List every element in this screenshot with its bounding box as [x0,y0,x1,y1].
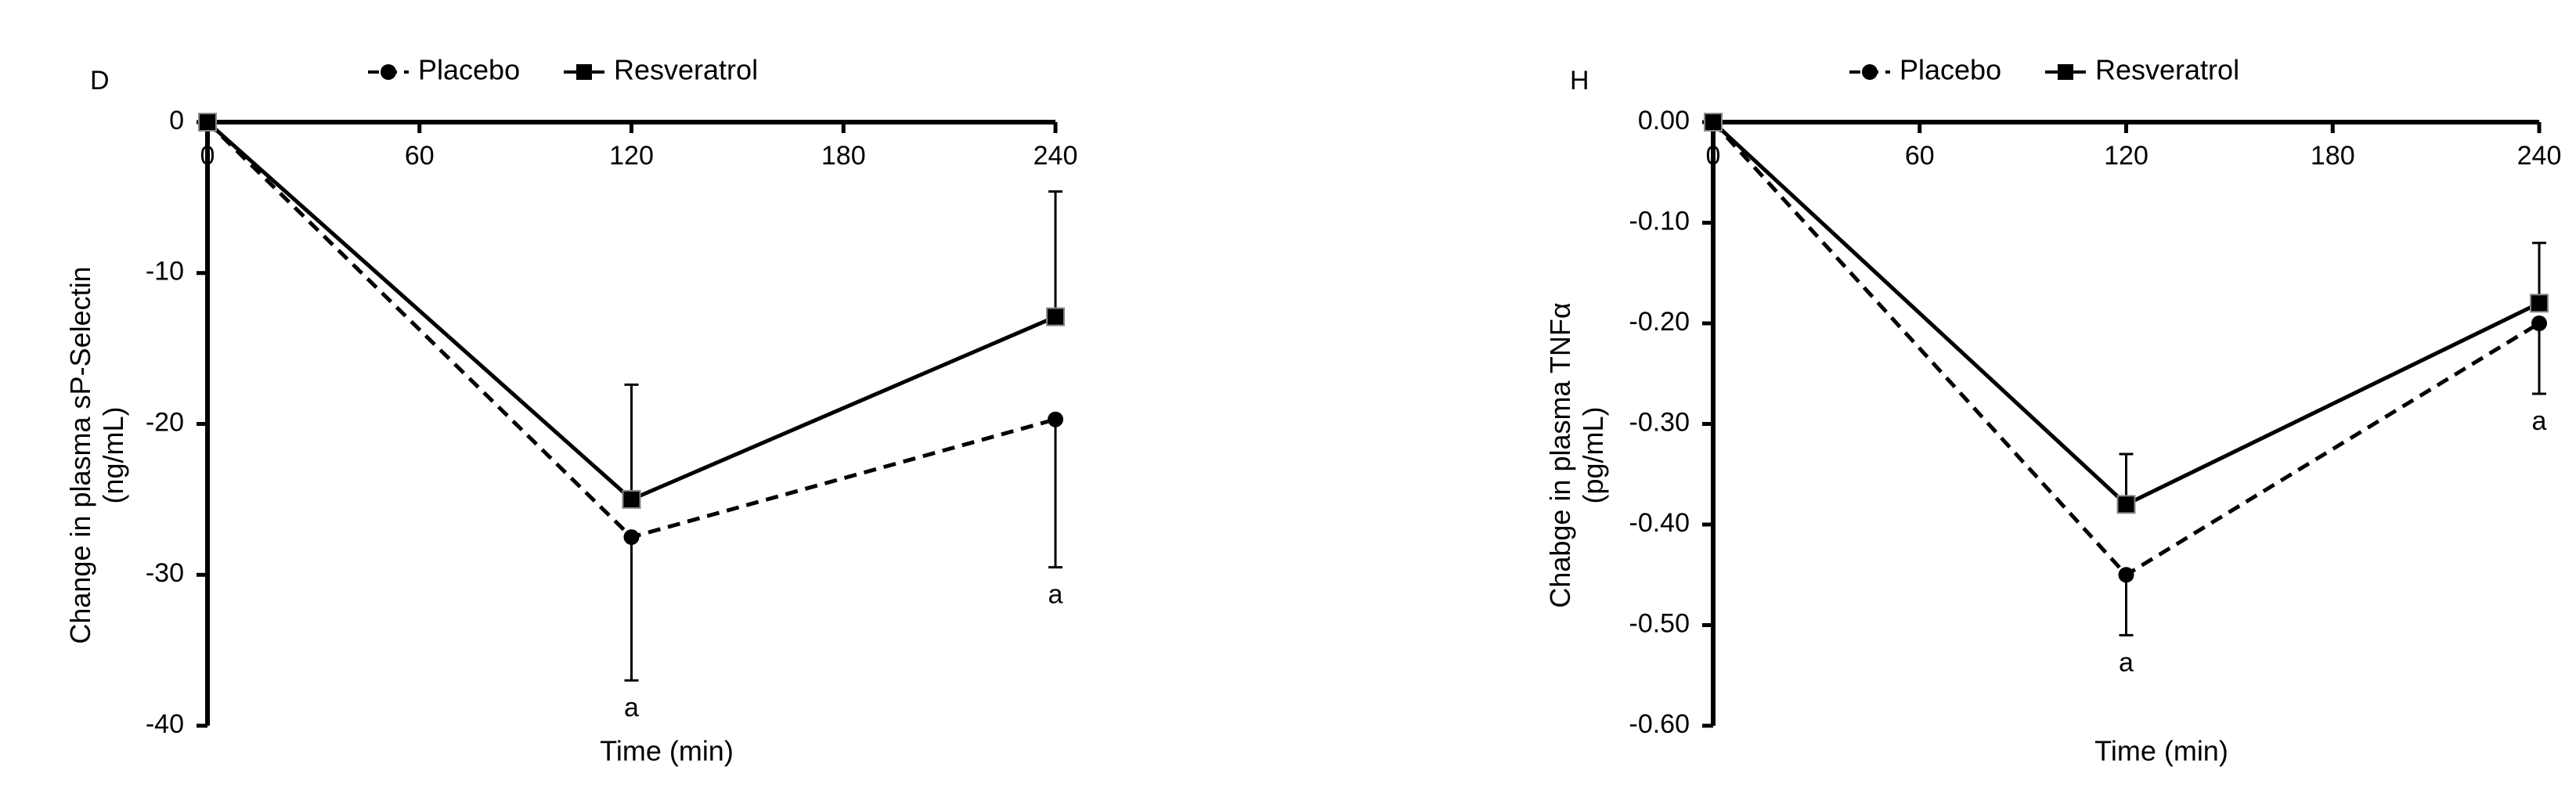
legend-marker-circle [1862,64,1878,80]
y-tick-label: -0.10 [1629,206,1690,236]
y-tick-label: -0.60 [1629,709,1690,739]
y-tick-label: -40 [146,709,184,739]
y-axis-title-line1: Chabge in plasma TNFα [1544,302,1576,608]
data-point-square [2116,495,2136,514]
significance-annotation: a [624,693,639,723]
legend-label: Resveratrol [614,54,758,86]
data-point-square [1046,307,1065,326]
x-tick-label: 60 [1905,141,1935,171]
legend-label: Placebo [418,54,520,86]
significance-annotation: a [1048,580,1063,610]
chart-panel-d: D 0 60 120 180 240 0 -10 -20 -30 -40 Time (min) Chan… [64,54,1077,767]
x-tick-label: 120 [609,141,654,171]
legend-item-resveratrol: Resveratrol [564,54,758,86]
x-tick-label: 120 [2104,141,2148,171]
y-axis-title-line2: (pg/mL) [1577,406,1609,503]
y-tick-label: -0.40 [1629,508,1690,538]
x-tick-label: 60 [405,141,435,171]
legend-label: Placebo [1900,54,2001,86]
data-point-square [198,113,217,132]
series-resveratrol [1704,113,2549,514]
y-tick-label: -0.20 [1629,307,1690,337]
y-tick-label: -10 [146,257,184,287]
y-axis-title: Change in plasma sP-Selectin(ng/mL) [64,266,129,644]
legend-label: Resveratrol [2095,54,2239,86]
y-axis-title-line2: (ng/mL) [97,406,129,503]
data-point-circle [2118,567,2134,583]
data-point-circle [623,529,640,546]
data-point-circle [2531,315,2547,331]
y-tick-label: 0 [169,106,184,135]
legend-item-resveratrol: Resveratrol [2045,54,2239,86]
x-axis-title: Time (min) [600,735,734,767]
x-axis-title: Time (min) [2094,735,2228,767]
y-tick-label: -20 [146,407,184,437]
chart-panel-h: H 0 60 120 180 240 0.00 -0.10 -0.20 -0.30 -0.40 -0.… [1544,54,2561,767]
legend-item-placebo: Placebo [1849,54,2001,86]
panel-label: D [90,66,110,96]
x-tick-label: 0 [200,141,215,171]
y-tick-label: -0.50 [1629,608,1690,638]
data-point-circle [1048,411,1063,427]
x-tick-label: 180 [2311,141,2355,171]
x-tick-label: 240 [2517,141,2562,171]
y-axis-title-line1: Change in plasma sP-Selectin [64,266,96,644]
data-point-square [622,489,641,509]
significance-annotation: a [2119,647,2134,677]
data-point-square [1704,113,1723,132]
significance-annotation: a [2532,406,2547,436]
panel-label: H [1570,66,1589,96]
y-axis-title: Chabge in plasma TNFα(pg/mL) [1544,302,1609,608]
legend-marker-square [2058,64,2073,80]
x-tick-label: 180 [821,141,866,171]
legend-marker-circle [381,64,396,80]
legend-marker-square [576,64,592,80]
series-resveratrol [198,113,1065,509]
series-placebo: aa [1705,114,2547,677]
y-tick-label: -30 [146,558,184,588]
legend-item-placebo: Placebo [368,54,520,86]
x-tick-label: 240 [1034,141,1078,171]
x-tick-label: 0 [1706,141,1721,171]
series-placebo: aa [200,114,1063,723]
data-point-square [2530,294,2549,313]
series-line [1712,121,2541,507]
y-tick-label: -0.30 [1629,407,1690,437]
y-tick-label: 0.00 [1638,106,1690,135]
